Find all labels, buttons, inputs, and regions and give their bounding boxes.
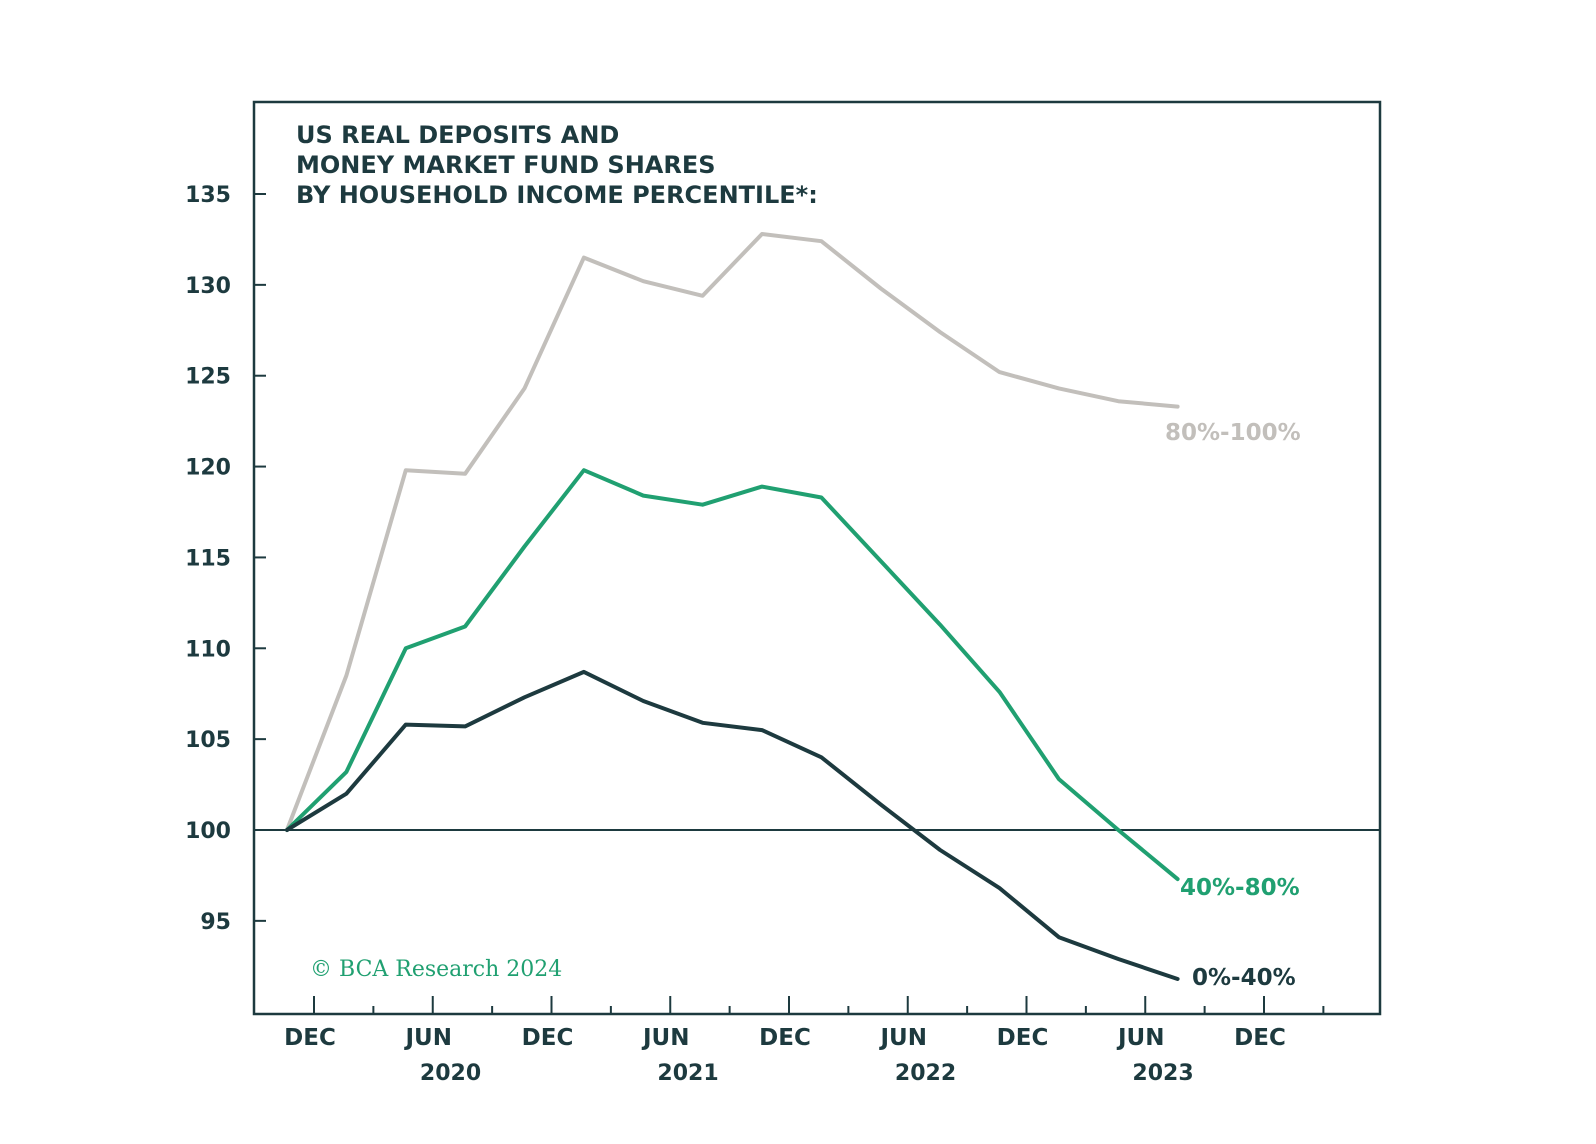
series-labels: 80%-100% 40%-80% 0%-40%: [1165, 420, 1301, 991]
chart-title-line-3: BY HOUSEHOLD INCOME PERCENTILE*:: [296, 181, 818, 209]
chart-title: US REAL DEPOSITS AND MONEY MARKET FUND S…: [296, 121, 818, 209]
y-tick-label: 115: [185, 546, 231, 571]
x-tick-label: JUN: [879, 1025, 927, 1051]
x-tick-label: JUN: [641, 1025, 689, 1051]
x-tick-label: DEC: [759, 1025, 811, 1051]
y-tick-label: 125: [185, 365, 231, 390]
y-tick-label: 135: [185, 183, 231, 208]
x-tick-label: JUN: [1116, 1025, 1164, 1051]
x-axis: DEC JUN DEC JUN DEC JUN DEC JUN DEC 2020 2021 2022 2…: [284, 996, 1325, 1086]
series-line-80-100: [285, 232, 1180, 832]
chart-title-line-2: MONEY MARKET FUND SHARES: [296, 151, 716, 179]
y-tick-label: 120: [185, 456, 231, 481]
series-label-40-80: 40%-80%: [1180, 875, 1300, 901]
series-label-0-40: 0%-40%: [1192, 965, 1296, 991]
y-tick-label: 95: [200, 910, 231, 935]
plot-frame: [252, 100, 1382, 1016]
series-lines: [285, 232, 1180, 981]
y-tick-label: 105: [185, 728, 231, 753]
y-tick-label: 100: [185, 819, 231, 844]
y-tick-label: 110: [185, 637, 231, 662]
x-year-label: 2022: [895, 1061, 956, 1086]
series-line-40-80: [285, 468, 1180, 882]
x-tick-label: DEC: [522, 1025, 574, 1051]
x-year-label: 2023: [1132, 1061, 1193, 1086]
x-tick-label: JUN: [404, 1025, 452, 1051]
series-line-0-40: [285, 669, 1180, 981]
y-axis: 135 130 125 120 115 110 105 100 95: [185, 183, 266, 935]
chart-title-line-1: US REAL DEPOSITS AND: [296, 121, 619, 149]
x-year-label: 2021: [657, 1061, 718, 1086]
x-tick-label: DEC: [284, 1025, 336, 1051]
copyright-text: © BCA Research 2024: [310, 957, 562, 982]
series-label-80-100: 80%-100%: [1165, 420, 1301, 446]
x-tick-label: DEC: [1234, 1025, 1286, 1051]
y-tick-label: 130: [185, 274, 231, 299]
x-year-label: 2020: [420, 1061, 481, 1086]
x-tick-label: DEC: [997, 1025, 1049, 1051]
